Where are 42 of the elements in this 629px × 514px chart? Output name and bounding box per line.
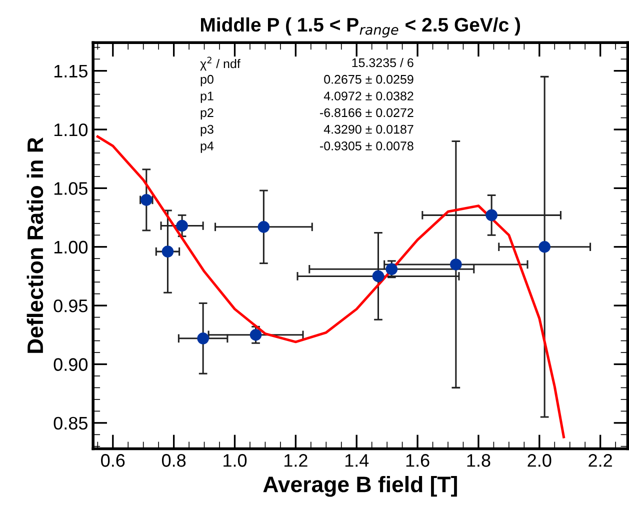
- annotation: χ$^{2}$ / ndf: [200, 56, 240, 71]
- x-tick-label: 1.2: [284, 454, 308, 467]
- annotation: 0.2675 ± 0.0259: [324, 74, 414, 84]
- annotation: 15.3235 / 6: [352, 58, 414, 68]
- y-tick-label: 1.10: [54, 123, 88, 136]
- annotation: p3: [200, 124, 214, 136]
- y-tick-label: 0.90: [54, 358, 88, 371]
- annotation: -6.8166 ± 0.0272: [320, 108, 414, 118]
- annotation: 4.3290 ± 0.0187: [324, 124, 414, 134]
- point: [386, 263, 398, 276]
- annotation: -0.9305 ± 0.0078: [320, 142, 414, 150]
- x-tick-label: 0.8: [162, 454, 186, 467]
- y-tick-label: 0.95: [54, 299, 88, 312]
- point: [450, 258, 462, 270]
- annotation: p0: [200, 74, 214, 86]
- point: [372, 270, 384, 282]
- x-tick-label: 1.8: [467, 454, 490, 467]
- x-tick-label: 2.2: [588, 454, 612, 467]
- point: [162, 246, 174, 258]
- annotation: p2: [200, 108, 214, 120]
- x-tick-label: 0.6: [101, 454, 125, 467]
- y-tick-label: 0.85: [54, 416, 88, 430]
- annotation: p1: [200, 92, 214, 103]
- y-tick-label: 1.15: [54, 64, 88, 78]
- point: [250, 328, 262, 341]
- point: [486, 209, 498, 222]
- x-tick-label: 1.4: [345, 454, 369, 467]
- line-series: [96, 135, 566, 438]
- y-tick-label: 1.05: [54, 182, 88, 195]
- point: [176, 220, 188, 232]
- x-tick-label: 1.0: [224, 454, 247, 467]
- chart-title: Middle P ( 1.5 < P$_{range}$ < 2.5 GeV/c ): [201, 17, 520, 38]
- point: [197, 332, 209, 344]
- x-tick-label: 2.0: [528, 454, 552, 467]
- annotation: p4: [200, 142, 214, 153]
- point: [258, 221, 270, 233]
- annotation: 4.0972 ± 0.0382: [324, 92, 414, 100]
- y-tick-label: 1.00: [54, 240, 88, 254]
- point: [538, 240, 550, 253]
- x-axis-title: Average B field [T]: [263, 476, 457, 497]
- x-tick-label: 1.6: [406, 454, 430, 467]
- y-axis-title: Deflection Ratio in R: [26, 137, 44, 353]
